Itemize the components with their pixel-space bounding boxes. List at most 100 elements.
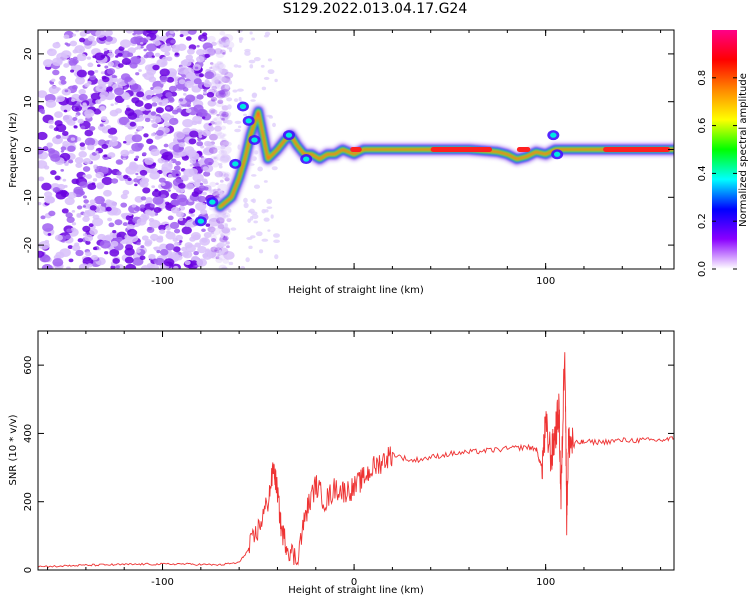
- spectrogram-cell: [75, 162, 83, 168]
- spectrogram-cell: [175, 173, 179, 177]
- spectrogram-ridge: [194, 101, 674, 227]
- spectrogram-cell: [263, 76, 270, 80]
- spectrogram-cell: [167, 215, 174, 221]
- spectrogram-cell: [68, 159, 74, 164]
- spectrogram-cell: [185, 183, 195, 190]
- spectrogram-cell: [218, 162, 223, 166]
- spectrogram-cell: [99, 105, 106, 112]
- spectrogram-cell: [216, 252, 227, 261]
- spectrogram-cell: [196, 55, 205, 63]
- spectrogram-cell: [175, 161, 182, 166]
- spectrogram-cell: [67, 245, 73, 250]
- spectrogram-cell: [207, 99, 217, 107]
- spectrogram-cell: [131, 134, 143, 143]
- spectrogram-cell: [103, 48, 108, 52]
- spectrogram-cell: [116, 171, 122, 176]
- spectrogram-cell: [159, 229, 166, 235]
- spectrogram-cell: [197, 137, 202, 142]
- spectrogram-cell: [210, 246, 218, 253]
- spectrogram-cell: [60, 150, 65, 153]
- spectrogram-cell: [74, 114, 79, 118]
- spectrogram-cell: [184, 80, 194, 89]
- x-tick-label: 100: [536, 577, 555, 588]
- spectrogram-cell: [221, 117, 225, 121]
- spectrogram-cell: [224, 223, 228, 228]
- spectrogram-cell: [210, 231, 215, 235]
- colorbar-tick-label: 0.4: [697, 165, 708, 181]
- spectrogram-cell: [101, 143, 109, 150]
- spectrogram-cell: [222, 33, 234, 43]
- spectrogram-cell: [226, 104, 232, 110]
- spectrogram-cell: [258, 249, 264, 254]
- spectrogram-cell: [106, 86, 113, 92]
- spectrogram-cell: [110, 240, 119, 247]
- spectrogram-cell: [208, 142, 214, 147]
- spectrogram-cell: [134, 131, 138, 135]
- spectrogram-cell: [91, 182, 96, 186]
- spectrogram-cell: [144, 157, 154, 165]
- spectrogram-cell: [72, 33, 77, 37]
- spectrogram-cell: [189, 158, 197, 164]
- spectrogram-cell: [176, 194, 187, 203]
- spectrogram-cell: [89, 228, 98, 236]
- spectrogram-cell: [202, 91, 208, 95]
- spectrogram-noise: [38, 30, 280, 269]
- spectrogram-cell: [209, 227, 221, 236]
- spectrogram-cell: [190, 232, 201, 240]
- spectrogram-cell: [124, 108, 135, 117]
- spectrogram-cell: [210, 235, 218, 241]
- spectrogram-cell: [135, 172, 139, 176]
- spectrogram-cell: [159, 68, 170, 77]
- spectrogram-cell: [161, 113, 172, 121]
- spectrogram-cell: [41, 182, 52, 191]
- spectrogram-cell: [208, 217, 221, 227]
- spectrogram-cell: [76, 189, 83, 195]
- spectrogram-cell: [251, 92, 257, 99]
- spectrogram-cell: [243, 202, 249, 209]
- spectrogram-cell: [219, 89, 226, 95]
- spectrogram-cell: [198, 34, 208, 42]
- spectrogram-cell: [69, 40, 78, 47]
- spectrogram-cell: [104, 30, 113, 36]
- spectrogram-cell: [202, 147, 214, 156]
- spectrogram-cell: [172, 237, 179, 242]
- spectrogram-cell: [266, 206, 273, 210]
- spectrogram-cell: [155, 107, 164, 114]
- spectrogram-cell: [246, 236, 253, 240]
- spectrogram-cell: [105, 206, 112, 212]
- spectrogram-cell: [202, 166, 209, 171]
- spectrogram-cell: [108, 139, 119, 147]
- spectrogram-cell: [46, 142, 53, 148]
- spectrogram-cell: [70, 98, 76, 102]
- spectrogram-cell: [125, 214, 134, 221]
- spectrogram-cell: [264, 209, 269, 213]
- spectrogram-cell: [170, 39, 176, 44]
- spectrogram-cell: [38, 176, 45, 182]
- spectrogram-cell: [108, 222, 115, 228]
- spectrogram-cell: [208, 213, 220, 223]
- spectrogram-cell: [150, 132, 156, 137]
- spectrogram-cell: [214, 79, 221, 85]
- spectrogram-cell: [141, 235, 149, 241]
- spectrogram-cell: [226, 97, 233, 102]
- spectrogram-cell: [151, 55, 155, 58]
- spectrogram-cell: [162, 56, 169, 62]
- spectrogram-cell: [145, 30, 152, 34]
- spectrogram-cell: [217, 253, 221, 257]
- spectrogram-cell: [208, 110, 215, 115]
- spectrogram-cell: [84, 129, 94, 137]
- spectrogram-cell: [217, 90, 222, 94]
- spectrogram-cell: [238, 96, 242, 102]
- spectrogram-cell: [66, 266, 71, 269]
- spectrogram-cell: [218, 89, 229, 97]
- spectrogram-cell: [201, 187, 205, 191]
- spectrogram-cell: [217, 224, 225, 230]
- spectrogram-cell: [186, 216, 192, 220]
- spectrogram-cell: [206, 142, 213, 147]
- spectrogram-cell: [116, 236, 123, 242]
- spectrogram-cell: [203, 231, 212, 239]
- spectrogram-cell: [266, 198, 273, 205]
- spectrogram-cell: [102, 76, 110, 83]
- spectrogram-cell: [129, 161, 137, 167]
- spectrogram-cell: [95, 30, 106, 38]
